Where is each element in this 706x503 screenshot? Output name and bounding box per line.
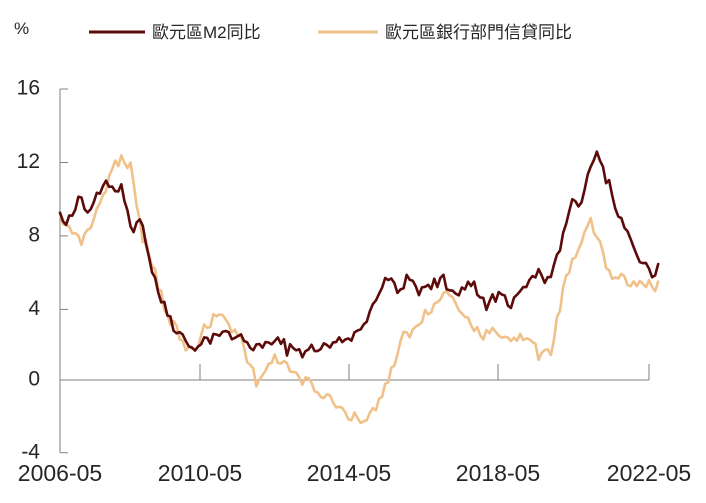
svg-text:2022-05: 2022-05 — [607, 460, 691, 486]
svg-text:歐元區M2同比: 歐元區M2同比 — [152, 23, 261, 42]
svg-text:2018-05: 2018-05 — [456, 460, 540, 486]
svg-text:0: 0 — [28, 368, 40, 391]
svg-text:歐元區銀行部門信貸同比: 歐元區銀行部門信貸同比 — [385, 23, 572, 42]
svg-text:12: 12 — [17, 150, 40, 173]
svg-text:2006-05: 2006-05 — [18, 460, 102, 486]
svg-text:8: 8 — [28, 223, 40, 246]
svg-text:%: % — [14, 19, 29, 38]
svg-text:2010-05: 2010-05 — [158, 460, 242, 486]
svg-text:4: 4 — [28, 297, 40, 320]
svg-text:16: 16 — [17, 77, 40, 100]
svg-text:2014-05: 2014-05 — [307, 460, 391, 486]
